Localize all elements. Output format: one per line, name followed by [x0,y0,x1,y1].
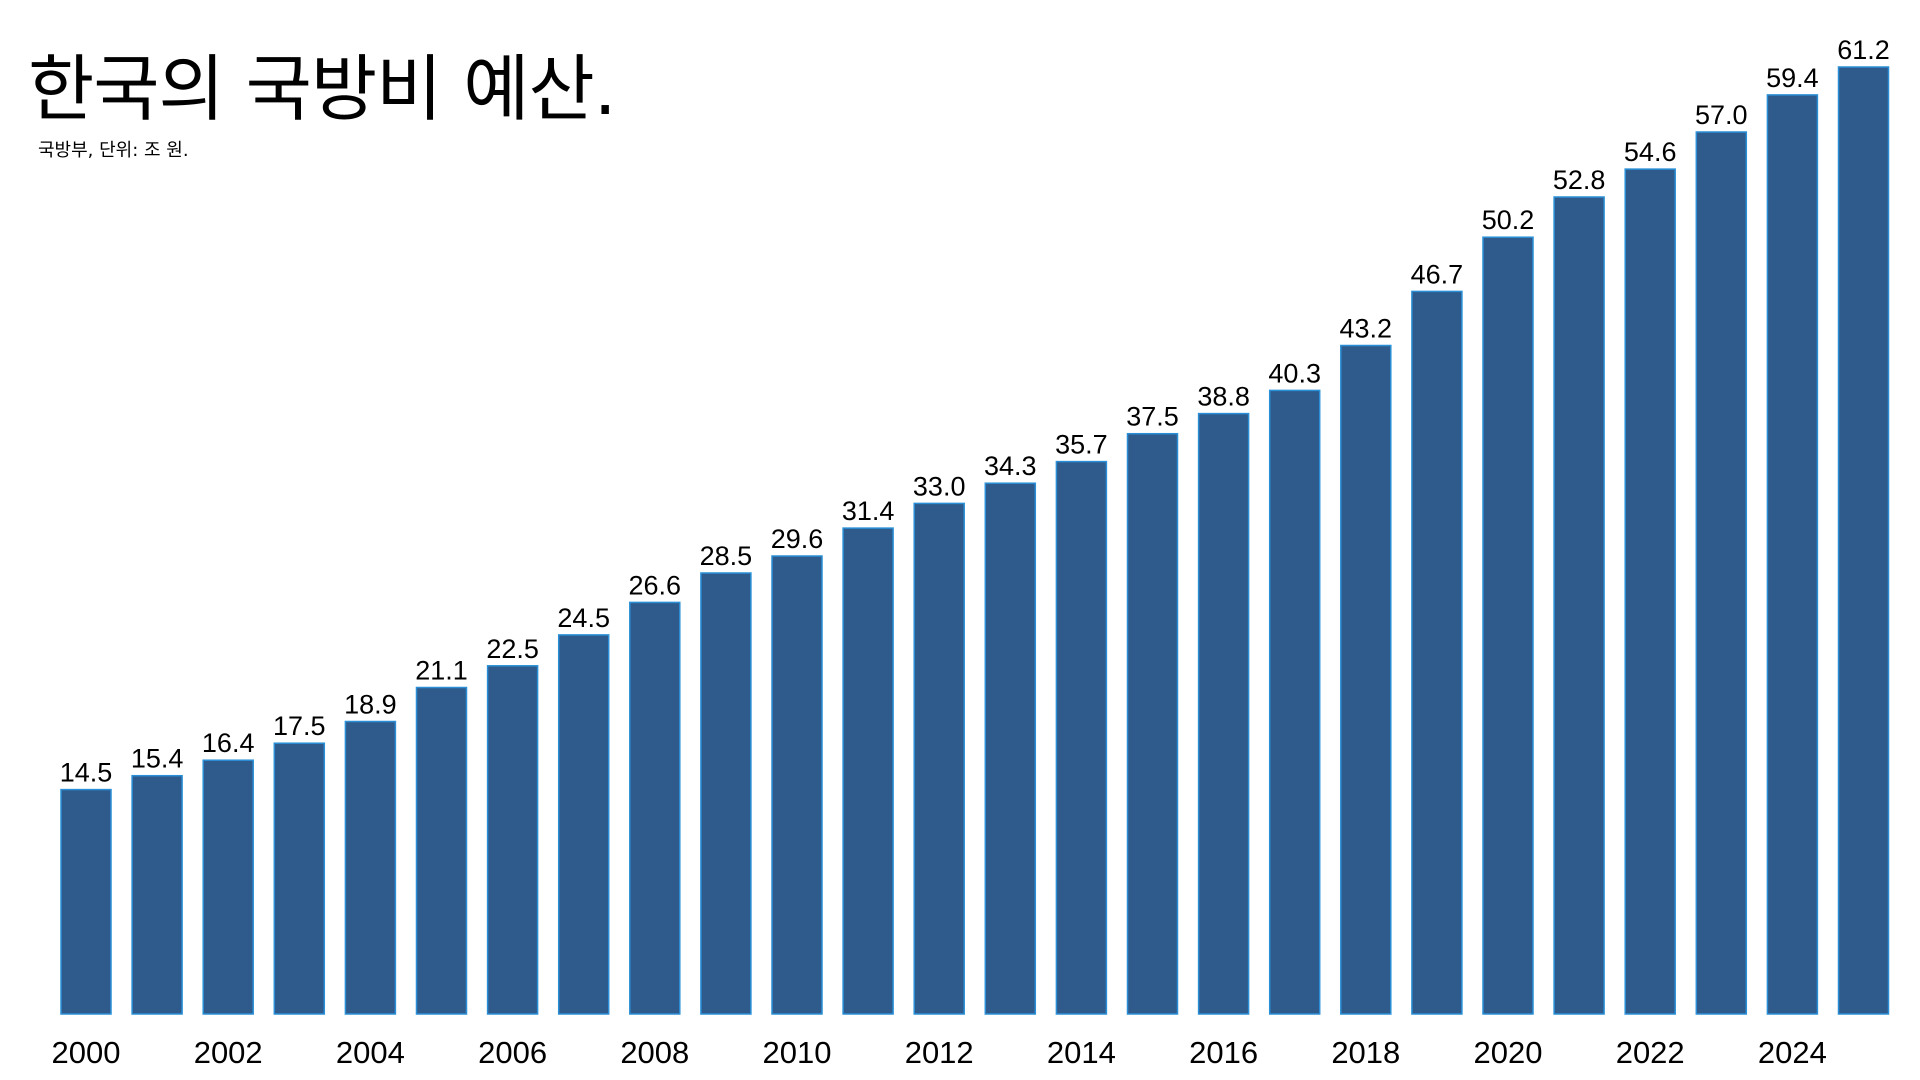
bars-group [60,66,1890,1015]
value-label-2010: 29.6 [771,524,824,554]
bar-2015 [1126,432,1179,1015]
bar-2022 [1624,168,1676,1015]
bar-2011 [842,527,894,1015]
x-tick-2024: 2024 [1758,1035,1827,1070]
bar-2004 [344,720,397,1015]
value-label-2023: 57.0 [1695,100,1748,130]
value-label-2024: 59.4 [1766,63,1819,93]
bar-2002 [202,759,254,1015]
bar-2006 [486,665,539,1015]
value-label-2011: 31.4 [842,496,895,526]
value-label-2025: 61.2 [1837,35,1890,65]
x-tick-2014: 2014 [1047,1035,1116,1070]
value-label-2016: 38.8 [1197,382,1250,412]
x-tick-2000: 2000 [52,1035,121,1070]
bar-2008 [629,601,681,1015]
value-label-2008: 26.6 [629,570,682,600]
value-label-2003: 17.5 [273,711,326,741]
bar-2017 [1268,389,1321,1015]
x-tick-2008: 2008 [620,1035,689,1070]
x-tick-2020: 2020 [1474,1035,1543,1070]
x-tick-2018: 2018 [1331,1035,1400,1070]
bar-2005 [415,686,468,1015]
value-label-2018: 43.2 [1340,314,1393,344]
value-label-2020: 50.2 [1482,205,1535,235]
bar-2001 [131,774,183,1015]
value-label-2013: 34.3 [984,451,1037,481]
value-label-2015: 37.5 [1126,402,1179,432]
chart-title: 한국의 국방비 예산. [28,47,617,131]
value-label-2022: 54.6 [1624,137,1677,167]
bar-2016 [1197,412,1250,1015]
bar-2025 [1837,66,1890,1015]
x-tick-2022: 2022 [1616,1035,1685,1070]
bar-2024 [1766,94,1819,1015]
bar-2014 [1055,460,1108,1015]
bar-2019 [1411,290,1463,1015]
bar-2007 [557,634,610,1015]
value-label-2007: 24.5 [557,603,610,633]
bar-2020 [1482,236,1534,1015]
value-label-2017: 40.3 [1268,358,1321,388]
value-label-2014: 35.7 [1055,430,1108,460]
value-label-2006: 22.5 [486,634,539,664]
value-label-2002: 16.4 [202,728,255,758]
x-tick-2004: 2004 [336,1035,405,1070]
x-tick-2012: 2012 [905,1035,974,1070]
x-tick-2002: 2002 [194,1035,263,1070]
bar-2003 [273,742,326,1015]
value-label-2000: 14.5 [60,758,113,788]
chart-subtitle: 국방부, 단위: 조 원. [38,140,189,161]
x-tick-2010: 2010 [763,1035,832,1070]
value-labels-group: 14.5 15.4 16.4 17.5 18.9 21.1 22.5 24.5 26.6 28.5… [60,35,1890,788]
value-label-2005: 21.1 [415,656,468,686]
bar-2010 [771,555,823,1015]
bar-2021 [1553,196,1605,1015]
value-label-2001: 15.4 [131,744,184,774]
bar-2023 [1695,131,1748,1015]
bar-2013 [984,482,1037,1015]
value-label-2012: 33.0 [913,471,966,501]
x-axis-ticks: 2000 2002 2004 2006 2008 2010 2012 2014 2016 2018… [52,1035,1827,1070]
value-label-2021: 52.8 [1553,165,1606,195]
value-label-2009: 28.5 [700,541,753,571]
bar-2009 [700,572,752,1015]
bar-2000 [60,788,112,1015]
bar-2018 [1340,344,1392,1015]
bar-2012 [913,502,965,1015]
x-tick-2016: 2016 [1189,1035,1258,1070]
value-label-2004: 18.9 [344,690,397,720]
value-label-2019: 46.7 [1411,259,1464,289]
x-tick-2006: 2006 [478,1035,547,1070]
